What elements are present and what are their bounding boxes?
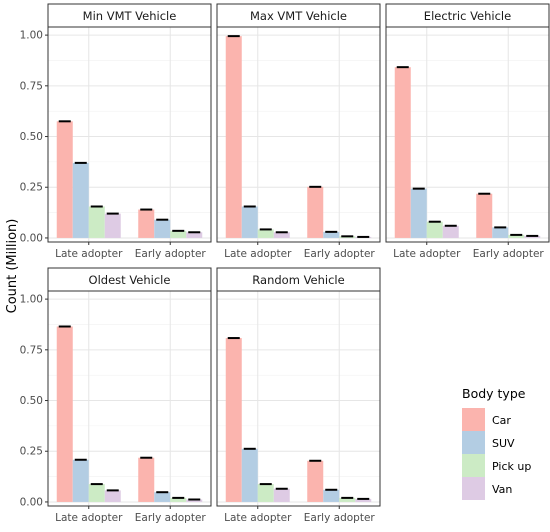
bar-suv (323, 231, 340, 238)
y-tick-label: 0.50 (20, 395, 43, 407)
panel-border (216, 26, 381, 243)
bar-pick-up (257, 229, 274, 238)
bar-suv (410, 188, 427, 238)
y-axis-title: Count (Million) (5, 219, 20, 314)
bar-van (273, 488, 290, 502)
legend-label-suv: SUV (492, 437, 515, 450)
y-tick-label: 0.25 (20, 182, 43, 194)
panel-electric-vehicle: Electric Vehicle Late adopter Early adopte… (385, 3, 550, 260)
bar-suv (154, 492, 171, 502)
x-tick-label: Early adopter (304, 512, 376, 524)
panel-max-vmt-vehicle: Max VMT Vehicle Late adopter Early adopter (216, 3, 381, 260)
bar-car (56, 121, 73, 238)
x-tick-label: Early adopter (304, 248, 376, 260)
bar-van (273, 232, 290, 238)
y-tick-label: 1.00 (20, 294, 43, 306)
bar-suv (72, 459, 89, 502)
bar-van (355, 498, 372, 502)
panel-min-vmt-vehicle: Min VMT Vehicle 0.00 0.25 0.50 0.75 1.00 Late … (20, 3, 212, 260)
legend-label-car: Car (492, 414, 511, 427)
bar-pick-up (508, 234, 525, 238)
x-tick-label: Late adopter (55, 248, 123, 260)
x-tick-label: Late adopter (224, 512, 292, 524)
bar-pick-up (170, 497, 187, 502)
bar-pick-up (339, 497, 356, 502)
bar-van (104, 490, 121, 502)
panel-border (385, 26, 550, 243)
panel-border (47, 290, 212, 507)
y-tick-label: 0.50 (20, 131, 43, 143)
x-tick-label: Late adopter (393, 248, 461, 260)
x-tick-label: Early adopter (473, 248, 545, 260)
panel-title: Min VMT Vehicle (83, 9, 177, 23)
bar-van (186, 499, 203, 502)
x-tick-label: Late adopter (55, 512, 123, 524)
legend-label-pick-up: Pick up (492, 460, 531, 473)
panel-oldest-vehicle: Oldest Vehicle 0.00 0.25 0.50 0.75 1.00 Late a… (20, 267, 212, 524)
legend-swatch-pick-up (462, 454, 485, 477)
bar-car (56, 326, 73, 502)
bar-car (225, 338, 242, 502)
bar-pick-up (257, 484, 274, 502)
bar-suv (154, 219, 171, 238)
panel-random-vehicle: Random Vehicle Late adopter Early adopter (216, 267, 381, 524)
bar-car (225, 36, 242, 238)
panel-title: Random Vehicle (252, 273, 344, 287)
y-tick-label: 0.00 (20, 496, 43, 508)
legend: Body type Car SUV Pick up Van (462, 386, 531, 500)
bar-van (442, 225, 459, 238)
y-tick-label: 0.75 (20, 344, 43, 356)
bar-suv (323, 489, 340, 502)
bar-car (394, 67, 411, 238)
x-tick-label: Early adopter (135, 248, 207, 260)
legend-title: Body type (462, 386, 526, 401)
bar-van (186, 232, 203, 238)
panel-title: Oldest Vehicle (89, 273, 171, 287)
panel-border (216, 290, 381, 507)
y-tick-label: 0.00 (20, 232, 43, 244)
x-tick-label: Early adopter (135, 512, 207, 524)
y-tick-label: 0.25 (20, 446, 43, 458)
bar-car (307, 186, 324, 238)
bar-van (524, 235, 541, 238)
bar-car (307, 460, 324, 502)
legend-swatch-suv (462, 431, 485, 454)
bar-van (104, 213, 121, 238)
bar-car (138, 457, 155, 502)
bar-pick-up (88, 484, 105, 502)
bar-suv (241, 448, 258, 502)
bar-car (476, 193, 493, 238)
bar-pick-up (88, 206, 105, 238)
legend-swatch-van (462, 477, 485, 500)
bar-pick-up (170, 230, 187, 238)
bar-car (138, 209, 155, 238)
bar-suv (241, 206, 258, 238)
y-tick-label: 0.75 (20, 80, 43, 92)
bar-suv (72, 162, 89, 238)
bar-pick-up (426, 221, 443, 238)
panel-border (47, 26, 212, 243)
legend-label-van: Van (492, 483, 512, 496)
x-tick-label: Late adopter (224, 248, 292, 260)
legend-swatch-car (462, 408, 485, 431)
panel-title: Max VMT Vehicle (250, 9, 347, 23)
chart-panels: Min VMT Vehicle 0.00 0.25 0.50 0.75 1.00 Late … (20, 3, 550, 524)
panel-title: Electric Vehicle (424, 9, 511, 23)
y-tick-label: 1.00 (20, 30, 43, 42)
bar-suv (492, 227, 509, 238)
